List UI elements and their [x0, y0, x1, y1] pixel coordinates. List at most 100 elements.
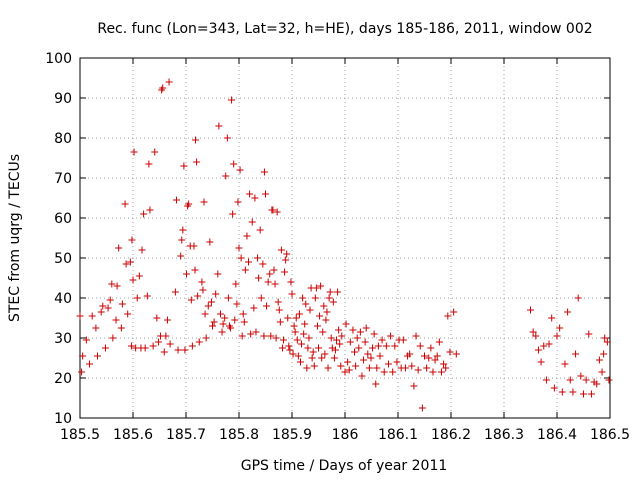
x-tick-label: 185.9: [272, 427, 312, 443]
data-point: [277, 246, 285, 254]
data-point: [243, 232, 251, 240]
data-point: [241, 266, 249, 274]
data-point: [296, 358, 304, 366]
y-tick-label: 40: [54, 291, 72, 307]
data-point: [320, 302, 328, 310]
data-point: [218, 328, 226, 336]
data-point: [154, 338, 162, 346]
data-point: [587, 390, 595, 398]
x-tick-label: 185.5: [60, 427, 100, 443]
data-point: [452, 350, 460, 358]
data-point: [177, 252, 185, 260]
data-point: [294, 352, 302, 360]
data-point: [319, 328, 327, 336]
data-point: [429, 368, 437, 376]
data-point: [298, 340, 306, 348]
data-point: [204, 302, 212, 310]
data-point: [269, 206, 277, 214]
data-point: [527, 306, 534, 314]
data-point: [425, 354, 433, 362]
data-point: [423, 364, 431, 372]
data-point: [353, 334, 361, 342]
data-point: [117, 324, 125, 332]
data-point: [334, 288, 342, 296]
data-point: [369, 344, 377, 352]
data-point: [408, 362, 416, 370]
data-point: [201, 310, 209, 318]
data-point: [166, 340, 174, 348]
data-point: [534, 346, 542, 354]
data-point: [335, 326, 343, 334]
data-point: [153, 314, 161, 322]
data-point: [222, 172, 230, 180]
data-point: [239, 310, 247, 318]
data-point: [574, 294, 582, 302]
data-point: [600, 350, 608, 358]
data-point: [212, 290, 220, 298]
data-point: [127, 342, 135, 350]
data-point: [172, 196, 180, 204]
data-point: [333, 336, 341, 344]
data-point: [300, 330, 308, 338]
data-point: [352, 362, 360, 370]
data-point: [198, 278, 206, 286]
data-point: [309, 348, 317, 356]
data-point: [256, 226, 264, 234]
data-point: [255, 274, 263, 282]
data-point: [141, 344, 149, 352]
data-point: [229, 210, 237, 218]
data-point: [442, 364, 450, 372]
data-point: [219, 320, 227, 328]
y-tick-label: 60: [54, 211, 72, 227]
data-point: [234, 198, 242, 206]
data-point: [240, 318, 248, 326]
data-point: [282, 256, 290, 264]
data-point: [138, 246, 146, 254]
data-point: [311, 294, 319, 302]
data-point: [603, 338, 611, 346]
y-tick-label: 70: [54, 171, 72, 187]
data-point: [446, 348, 454, 356]
data-point: [106, 296, 114, 304]
data-point: [346, 338, 354, 346]
data-point: [313, 322, 321, 330]
data-point: [267, 332, 275, 340]
data-point: [79, 352, 87, 360]
data-point: [582, 376, 590, 384]
data-point: [210, 318, 218, 326]
data-point: [393, 358, 401, 366]
y-tick-label: 100: [45, 51, 72, 67]
x-tick-label: 186.5: [590, 427, 630, 443]
data-point: [108, 280, 116, 288]
data-point: [252, 328, 260, 336]
data-point: [245, 258, 253, 266]
data-point: [342, 320, 350, 328]
data-point: [299, 294, 307, 302]
data-point: [416, 342, 424, 350]
data-point: [231, 316, 239, 324]
data-point: [230, 160, 238, 168]
data-point: [180, 162, 188, 170]
chart-title: Rec. func (Lon=343, Lat=32, h=HE), days …: [97, 21, 592, 37]
data-point: [206, 238, 214, 246]
data-point: [389, 368, 397, 376]
y-tick-label: 50: [54, 251, 72, 267]
data-point: [372, 380, 380, 388]
data-point: [542, 376, 550, 384]
data-point: [247, 330, 255, 338]
data-point: [327, 334, 335, 342]
data-point: [121, 200, 129, 208]
data-point: [303, 364, 311, 372]
data-point: [433, 352, 441, 360]
data-point: [323, 308, 331, 316]
data-point: [160, 348, 168, 356]
data-point: [251, 194, 259, 202]
data-point: [316, 312, 324, 320]
data-point: [293, 336, 301, 344]
data-point: [374, 342, 382, 350]
data-point: [216, 310, 224, 318]
data-point: [421, 352, 428, 360]
data-point: [285, 342, 293, 350]
y-tick-label: 90: [54, 91, 72, 107]
data-point: [418, 404, 426, 412]
